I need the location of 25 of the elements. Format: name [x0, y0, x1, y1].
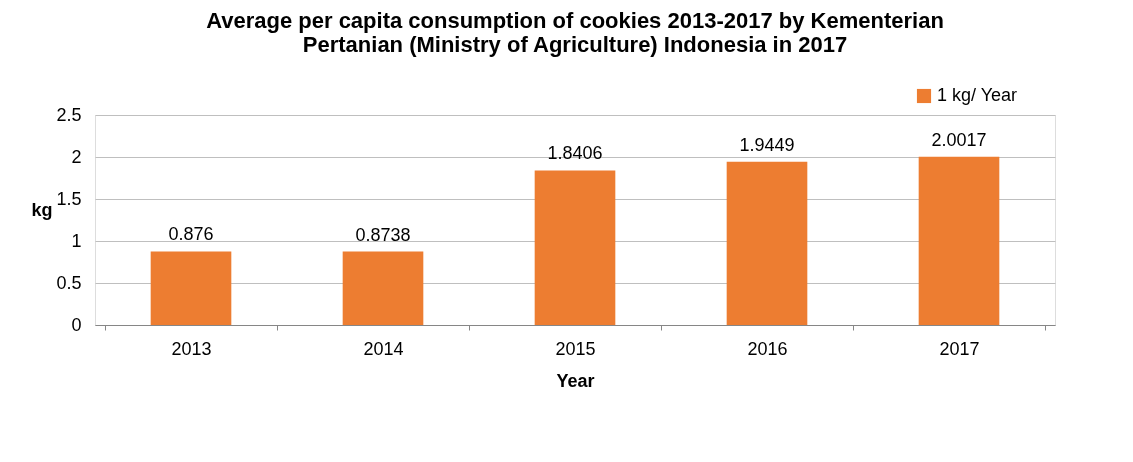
data-label: 1.8406: [547, 143, 603, 164]
x-tick-label: 2013: [171, 338, 212, 359]
chart-title: Average per capita consumption of cookies 2013-2017 by Kementerian Pertanian (Ministry of Agriculture) Indonesia in 2017: [206, 8, 944, 57]
y-axis-title: kg: [31, 199, 53, 220]
y-tick-label: 2.5: [56, 104, 82, 125]
x-tick-label: 2015: [555, 338, 596, 359]
bar: [534, 170, 616, 325]
data-label: 1.9449: [739, 134, 795, 155]
bar: [342, 251, 424, 325]
y-tick-label: 1: [71, 230, 82, 251]
bar: [150, 251, 232, 325]
x-tick-label: 2016: [747, 338, 788, 359]
y-tick-label: 2: [71, 146, 82, 167]
data-label: 0.876: [168, 224, 214, 245]
x-tick-label: 2017: [939, 338, 980, 359]
data-label: 2.0017: [931, 129, 987, 150]
data-label: 0.8738: [355, 224, 411, 245]
x-axis-title: Year: [556, 370, 595, 391]
bar: [918, 156, 1000, 325]
y-tick-label: 0: [71, 314, 82, 335]
y-tick-label: 1.5: [56, 188, 82, 209]
y-tick-label: 0.5: [56, 272, 82, 293]
x-tick-label: 2014: [363, 338, 404, 359]
bar: [726, 161, 808, 325]
legend-label: 1 kg/ Year: [937, 85, 1018, 105]
